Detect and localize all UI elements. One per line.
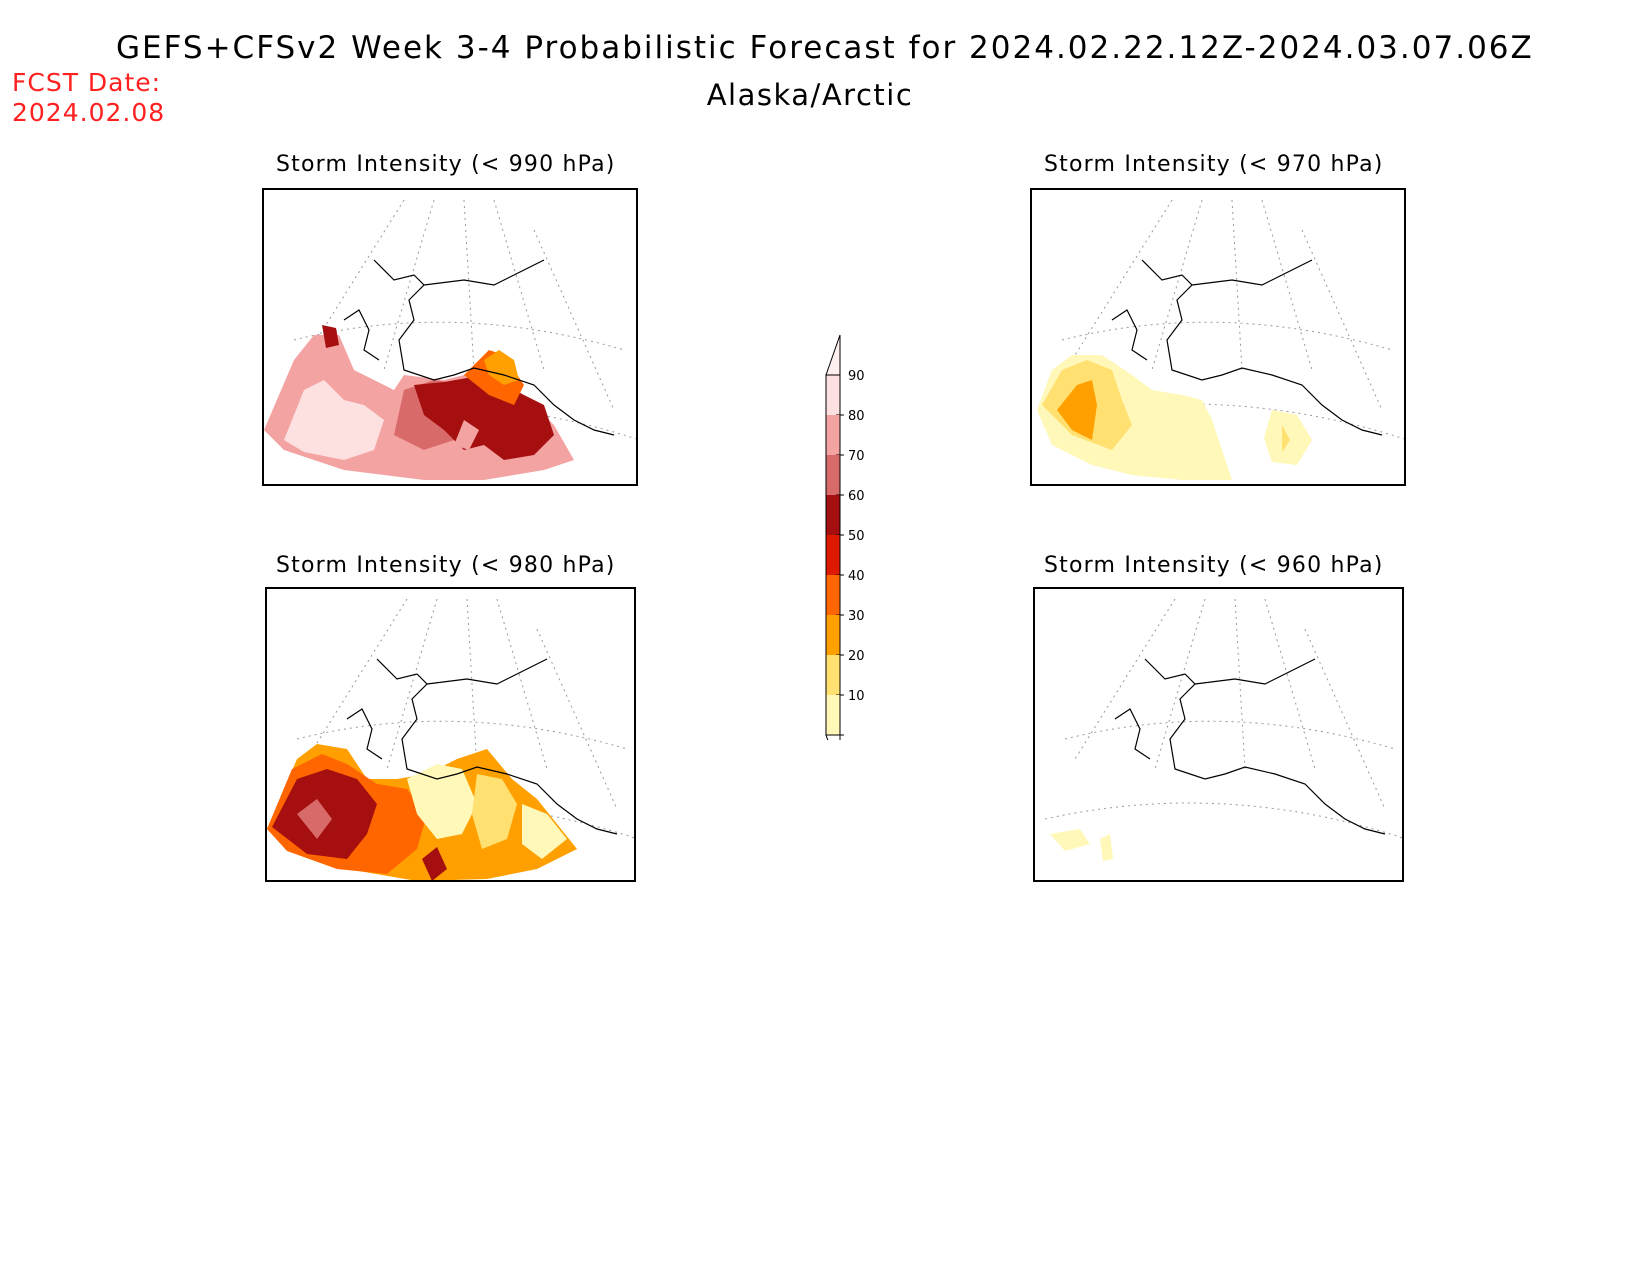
- coastline-north: [423, 259, 545, 286]
- map-panel-960: [1033, 587, 1404, 882]
- map-panel-980: [265, 587, 636, 882]
- colorbar-swatch: [826, 615, 840, 655]
- colorbar-swatch: [826, 415, 840, 455]
- coastline-west: [1114, 708, 1151, 760]
- coastline-west: [343, 309, 380, 361]
- map-panel-970: [1030, 188, 1406, 486]
- panel-title-960: Storm Intensity (< 960 hPa): [1044, 553, 1384, 578]
- colorbar-swatch: [826, 655, 840, 695]
- coastline-west: [1111, 309, 1148, 361]
- colorbar-swatch: [826, 495, 840, 535]
- panel-title-980: Storm Intensity (< 980 hPa): [276, 553, 616, 578]
- probability-shading: [267, 744, 577, 880]
- probability-shading: [1050, 829, 1113, 861]
- colorbar-label: 10: [848, 689, 865, 704]
- colorbar-label: 70: [848, 449, 865, 464]
- coastline-north: [426, 658, 548, 685]
- coastline-west: [346, 708, 383, 760]
- colorbar-label: 60: [848, 489, 865, 504]
- coastline-north: [1194, 658, 1316, 685]
- panel-title-990: Storm Intensity (< 990 hPa): [276, 152, 616, 177]
- colorbar-label: 80: [848, 409, 865, 424]
- probability-shading: [264, 325, 574, 480]
- colorbar-label: 90: [848, 369, 865, 384]
- colorbar-label: 30: [848, 609, 865, 624]
- coastline: [376, 658, 618, 835]
- colorbar-swatch: [826, 455, 840, 495]
- figure-title: GEFS+CFSv2 Week 3-4 Probabilistic Foreca…: [116, 30, 1534, 66]
- graticule: [1044, 598, 1402, 839]
- map-980-svg: [267, 598, 634, 880]
- colorbar-swatch: [826, 695, 840, 735]
- probability-shading: [1037, 355, 1312, 480]
- coastline: [1141, 259, 1383, 436]
- colorbar-bottom-extension: [825, 734, 841, 740]
- region-subtitle: Alaska/Arctic: [706, 78, 914, 112]
- forecast-date-value: 2024.02.08: [12, 98, 166, 127]
- map-970-svg: [1037, 199, 1404, 480]
- forecast-date-label: FCST Date:: [12, 68, 162, 97]
- map-panel-990: [262, 188, 638, 486]
- map-960-svg: [1044, 598, 1402, 861]
- forecast-date-block: FCST Date: 2024.02.08: [12, 68, 165, 128]
- colorbar-label: 20: [848, 649, 865, 664]
- colorbar-top-extension: [825, 334, 841, 376]
- colorbar-frame: [825, 374, 841, 736]
- coastline-north: [1191, 259, 1313, 286]
- colorbar-swatch: [826, 535, 840, 575]
- coastline: [373, 259, 615, 436]
- colorbar-swatch: [826, 375, 840, 415]
- coastline: [1144, 658, 1386, 835]
- panel-title-970: Storm Intensity (< 970 hPa): [1044, 152, 1384, 177]
- colorbar-swatch: [826, 575, 840, 615]
- colorbar-label: 40: [848, 569, 865, 584]
- colorbar-label: 50: [848, 529, 865, 544]
- colorbar: 90 80 70 60 50 40 30 20 10: [825, 334, 865, 740]
- map-990-svg: [264, 199, 636, 480]
